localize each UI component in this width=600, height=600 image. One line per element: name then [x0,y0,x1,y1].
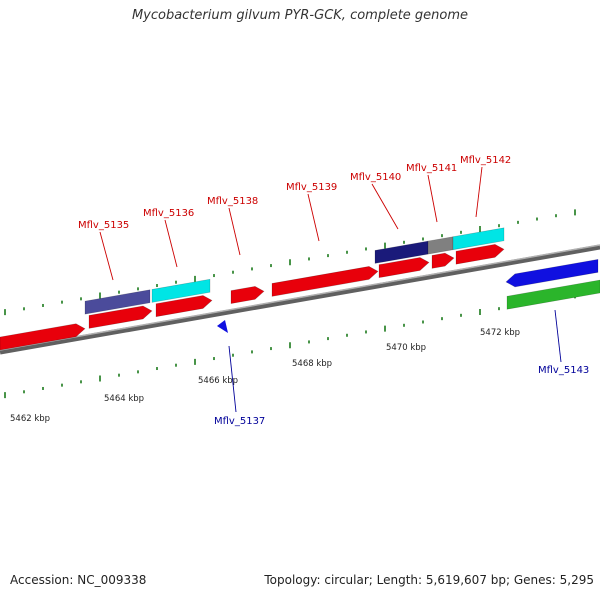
reverse-cds-feature[interactable] [505,258,599,288]
genome-backbone [0,244,600,355]
forward-cds-feature[interactable] [0,323,86,351]
gene-label[interactable]: Mflv_5141 [406,163,457,174]
genome-summary-text: Topology: circular; Length: 5,619,607 bp… [264,573,594,587]
feature-block[interactable] [452,227,505,251]
feature-block[interactable] [427,236,454,255]
rna-feature[interactable] [506,279,600,310]
gene-label-leader [427,174,438,223]
feature-block[interactable] [84,289,151,315]
gene-label[interactable]: Mflv_5142 [460,155,511,166]
gene-label[interactable]: Mflv_5143 [538,365,589,376]
gene-label-leader [307,193,320,242]
scale-label: 5464 kbp [104,394,144,404]
gene-label[interactable]: Mflv_5137 [214,416,265,427]
scale-label: 5466 kbp [198,376,238,386]
gene-label-leader [371,183,399,230]
forward-cds-feature[interactable] [431,252,455,269]
scale-label: 5462 kbp [10,414,50,424]
gene-label-leader [164,219,178,268]
gene-label[interactable]: Mflv_5136 [143,208,194,219]
forward-cds-feature[interactable] [230,286,265,304]
feature-block[interactable] [151,278,211,303]
gene-label[interactable]: Mflv_5138 [207,196,258,207]
forward-cds-feature[interactable] [155,295,213,318]
genome-backbone-highlight [0,244,600,351]
genome-title: Mycobacterium gilvum PYR-GCK, complete g… [131,8,469,23]
reverse-cds-feature[interactable] [217,320,228,333]
gene-label-leader [475,166,483,218]
forward-cds-feature[interactable] [88,305,153,329]
gene-label-leader [99,231,114,281]
accession-text: Accession: NC_009338 [10,573,147,587]
forward-cds-feature[interactable] [378,257,430,279]
gene-label-leader [554,309,562,363]
gene-label[interactable]: Mflv_5135 [78,220,129,231]
scale-label: 5470 kbp [386,343,426,353]
gene-label[interactable]: Mflv_5139 [286,182,337,193]
gene-label-leader [228,345,237,413]
forward-cds-feature[interactable] [271,266,379,297]
scale-label: 5472 kbp [480,328,520,338]
scale-label: 5468 kbp [292,359,332,369]
gene-label[interactable]: Mflv_5140 [350,172,401,183]
forward-cds-feature[interactable] [455,244,505,265]
gene-label-leader [228,207,241,256]
